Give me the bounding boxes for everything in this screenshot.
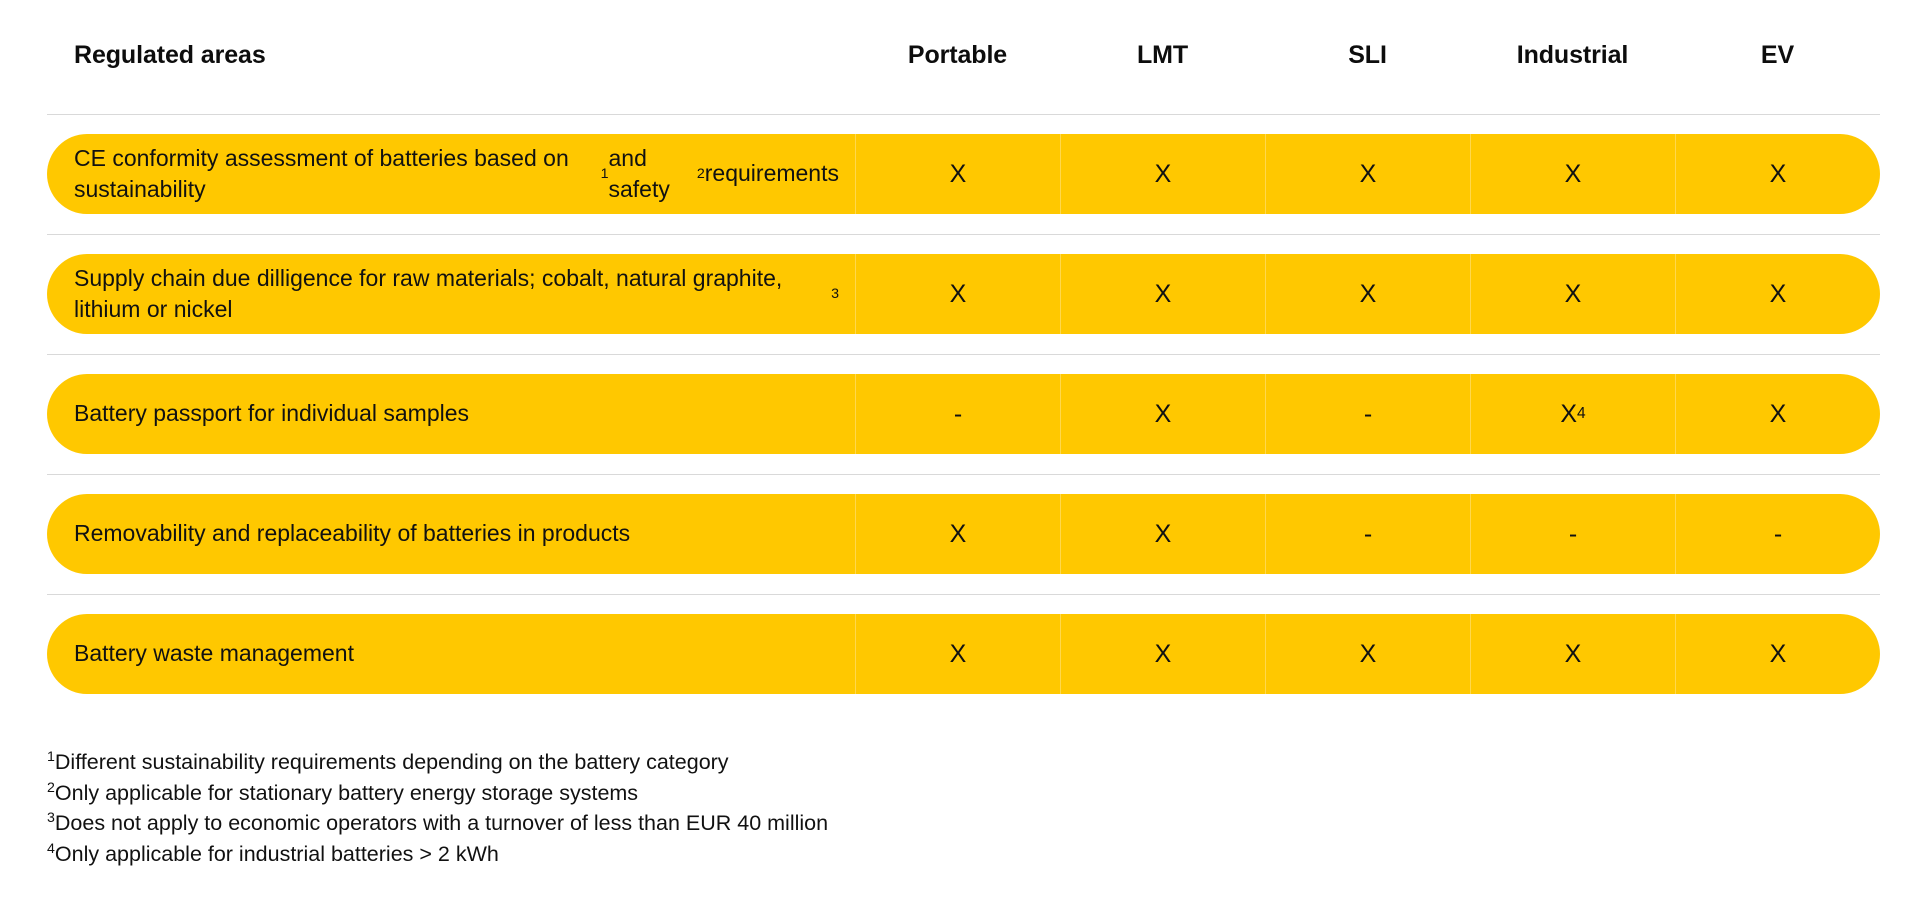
row-label: Removability and replaceability of batte…	[74, 520, 631, 547]
cell-value: X	[949, 519, 967, 548]
cell-value: X	[1154, 519, 1172, 548]
cell-lmt: X	[1060, 374, 1265, 454]
cell-value: X	[1359, 279, 1377, 308]
cell-portable: -	[855, 374, 1060, 454]
cell-value: X	[949, 159, 967, 188]
row-pill: Removability and replaceability of batte…	[47, 494, 1880, 574]
row-spacer	[47, 235, 1880, 254]
cell-value: -	[1568, 519, 1578, 548]
table-row: Battery waste management X X X X X	[47, 594, 1880, 694]
cell-value: X	[1359, 159, 1377, 188]
cell-value: X	[1154, 399, 1172, 428]
table-row: Removability and replaceability of batte…	[47, 474, 1880, 574]
cell-portable: X	[855, 494, 1060, 574]
cell-value: X	[1560, 399, 1578, 428]
cell-sli: -	[1265, 494, 1470, 574]
cell-value: X	[1769, 159, 1787, 188]
footnote-item: 4Only applicable for industrial batterie…	[47, 839, 1247, 870]
footnote-text: Only applicable for industrial batteries…	[54, 841, 499, 866]
footnote-item: 1Different sustainability requirements d…	[47, 747, 1247, 778]
cell-portable: X	[855, 614, 1060, 694]
column-header-regulated-areas: Regulated areas	[74, 40, 266, 69]
row-spacer	[47, 355, 1880, 374]
cell-value: -	[1363, 399, 1373, 428]
footnote-marker: 4	[47, 840, 55, 857]
footnote-marker: 1	[47, 748, 55, 765]
footnote-item: 3Does not apply to economic operators wi…	[47, 808, 1247, 839]
cell-industrial: X	[1470, 614, 1675, 694]
table-row: Supply chain due dilligence for raw mate…	[47, 234, 1880, 334]
row-separator	[47, 594, 1880, 595]
cell-value: X	[1564, 639, 1582, 668]
cell-value: X	[1564, 159, 1582, 188]
cell-value: X	[949, 279, 967, 308]
row-separator	[47, 114, 1880, 115]
cell-ev: X	[1675, 374, 1880, 454]
table-row: CE conformity assessment of batteries ba…	[47, 114, 1880, 214]
cell-value: X	[1154, 639, 1172, 668]
row-separator	[47, 474, 1880, 475]
column-header-portable: Portable	[907, 40, 1008, 69]
regulated-areas-table: Regulated areas Portable LMT SLI Industr…	[47, 16, 1880, 694]
footnote-text: Only applicable for stationary battery e…	[54, 780, 639, 805]
table-row: Battery passport for individual samples -…	[47, 354, 1880, 454]
cell-value: X	[1769, 399, 1787, 428]
row-pill: CE conformity assessment of batteries ba…	[47, 134, 1880, 214]
column-header-lmt: LMT	[1136, 40, 1189, 69]
cell-value: X	[1564, 279, 1582, 308]
cell-ev: X	[1675, 614, 1880, 694]
cell-lmt: X	[1060, 494, 1265, 574]
row-spacer	[47, 475, 1880, 494]
column-header-sli: SLI	[1348, 40, 1387, 69]
cell-sli: X	[1265, 134, 1470, 214]
cell-value: X	[1769, 639, 1787, 668]
cell-value: X	[1359, 639, 1377, 668]
cell-lmt: X	[1060, 254, 1265, 334]
row-label: Battery waste management	[74, 640, 354, 667]
cell-portable: X	[855, 134, 1060, 214]
footnote-item: 2Only applicable for stationary battery …	[47, 778, 1247, 809]
row-label: Battery passport for individual samples	[74, 400, 470, 427]
column-header-ev: EV	[1760, 40, 1795, 69]
row-pill: Supply chain due dilligence for raw mate…	[47, 254, 1880, 334]
row-pill: Battery passport for individual samples -…	[47, 374, 1880, 454]
column-header-industrial: Industrial	[1516, 40, 1629, 69]
cell-value: -	[953, 399, 963, 428]
cell-sli: X	[1265, 614, 1470, 694]
cell-portable: X	[855, 254, 1060, 334]
row-label: Supply chain due dilligence for raw mate…	[74, 264, 839, 322]
cell-sli: X	[1265, 254, 1470, 334]
row-separator	[47, 234, 1880, 235]
cell-industrial: X	[1470, 254, 1675, 334]
cell-value: X	[949, 639, 967, 668]
cell-industrial: X	[1470, 134, 1675, 214]
footnotes-list: 1Different sustainability requirements d…	[47, 747, 1247, 869]
cell-ev: X	[1675, 134, 1880, 214]
footnote-text: Does not apply to economic operators wit…	[54, 811, 829, 836]
row-separator	[47, 354, 1880, 355]
cell-value: X	[1769, 279, 1787, 308]
row-label: CE conformity assessment of batteries ba…	[74, 144, 839, 202]
cell-lmt: X	[1060, 134, 1265, 214]
footnote-text: Different sustainability requirements de…	[54, 750, 729, 774]
table-body: CE conformity assessment of batteries ba…	[47, 114, 1880, 694]
row-spacer	[47, 115, 1880, 134]
cell-value: X	[1154, 159, 1172, 188]
row-spacer	[47, 595, 1880, 614]
cell-value: -	[1773, 519, 1783, 548]
cell-value: X	[1154, 279, 1172, 308]
footnote-marker: 2	[47, 779, 55, 796]
row-pill: Battery waste management X X X X X	[47, 614, 1880, 694]
cell-value: -	[1363, 519, 1373, 548]
cell-lmt: X	[1060, 614, 1265, 694]
cell-industrial: -	[1470, 494, 1675, 574]
cell-sli: -	[1265, 374, 1470, 454]
cell-ev: X	[1675, 254, 1880, 334]
cell-ev: -	[1675, 494, 1880, 574]
table-header-row: Regulated areas Portable LMT SLI Industr…	[47, 16, 1880, 94]
footnote-marker: 3	[47, 809, 55, 826]
